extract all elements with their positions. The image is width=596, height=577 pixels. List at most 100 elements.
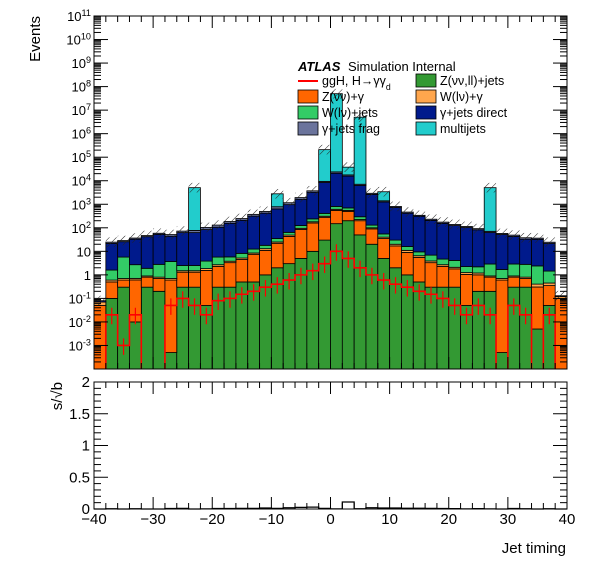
stack-bar: [495, 234, 509, 270]
x-tick-label: −40: [81, 511, 106, 528]
stack-bar: [554, 297, 567, 369]
uncertainty-band: [448, 219, 461, 230]
y-tick-label: 1010: [66, 32, 91, 48]
uncertainty-band: [436, 217, 449, 227]
stack-bar: [519, 278, 532, 288]
stack-bar: [424, 262, 438, 288]
legend-label: Z(νν,ll)+jets: [440, 74, 504, 88]
stack-bar: [235, 252, 249, 259]
stack-bar: [389, 207, 402, 241]
stack-bar: [176, 271, 190, 288]
ratio-x-axis: −40 −30 −20 −10 0 10 20 30 40: [81, 382, 575, 528]
ratio-y-tick-label: 1.5: [69, 406, 90, 423]
stack-bar: [389, 239, 402, 245]
stack-bar: [531, 265, 544, 285]
y-tick-label: 1011: [67, 8, 91, 24]
ratio-y-tick-label: 0.5: [69, 469, 90, 486]
stack-bar: [140, 267, 154, 277]
stack-bar: [495, 269, 509, 279]
stack-bar: [377, 233, 391, 238]
uncertainty-band: [543, 237, 556, 247]
stack-bar: [436, 258, 450, 266]
stack-bar: [188, 271, 201, 288]
stack-bar: [211, 265, 225, 288]
uncertainty-band: [460, 221, 473, 232]
uncertainty-band: [472, 223, 485, 234]
top-x-ticks: [93, 16, 568, 369]
stack-bar: [460, 273, 473, 306]
stack-bar: [330, 209, 343, 225]
stack-bar: [377, 238, 391, 259]
legend-label: W(lν)+jets: [322, 106, 378, 120]
uncertainty-band: [484, 182, 497, 193]
x-tick-label: 30: [500, 511, 517, 528]
stack-bar: [389, 245, 402, 269]
legend-entry: W(lν)+γ: [415, 89, 483, 104]
uncertainty-band: [365, 188, 378, 199]
legend-entry: multijets: [415, 121, 486, 136]
y-tick-label: 103: [71, 196, 91, 212]
stack-bar: [188, 265, 201, 272]
uncertainty-band: [330, 88, 343, 99]
stack-bar: [436, 222, 450, 260]
stack-bar: [330, 206, 343, 210]
stack-bar: [531, 238, 544, 267]
uncertainty-band: [531, 233, 544, 243]
uncertainty-hatch: [94, 88, 567, 306]
stack-bar: [164, 279, 178, 353]
stack-bar: [519, 286, 532, 369]
signal-histogram: [105, 250, 556, 369]
legend: ggH, H→γγd Z(νν,ll)+jets Z(νν)+γ W(lν)+γ W(l…: [297, 73, 508, 136]
uncertainty-band: [129, 233, 142, 243]
stack-bar: [176, 232, 190, 266]
stack-bar: [259, 249, 272, 276]
stack-bar: [270, 242, 284, 269]
uncertainty-band: [176, 226, 189, 236]
x-tick-label: −30: [140, 511, 165, 528]
stack-bar: [200, 229, 213, 262]
stack-bar: [306, 218, 320, 223]
stack-bar: [247, 248, 260, 254]
stack-bar: [164, 352, 178, 369]
stack-bar: [200, 260, 213, 269]
stack-bar: [140, 286, 154, 369]
uncertainty-band: [354, 112, 366, 123]
stack-bar: [424, 219, 438, 256]
ratio-y-tick-label: 0: [82, 501, 90, 518]
stack-bar: [129, 321, 142, 369]
stack-bar: [235, 259, 249, 283]
uncertainty-band: [283, 197, 296, 208]
stack-bar: [330, 172, 343, 207]
stack-bar: [365, 228, 379, 245]
uncertainty-band: [105, 237, 118, 247]
stack-bar: [117, 256, 130, 279]
uncertainty-band: [271, 188, 284, 199]
stack-bar: [424, 254, 438, 262]
stack-bar: [164, 235, 178, 262]
stack-bar: [282, 204, 296, 233]
stack-bar: [353, 216, 367, 220]
stack-bar: [306, 222, 320, 252]
stack-bar: [365, 193, 379, 226]
stack-bar: [223, 262, 237, 288]
stack-bar: [448, 268, 461, 288]
stack-bar: [531, 328, 544, 369]
stack-bar: [318, 216, 331, 241]
uncertainty-band: [141, 230, 154, 241]
uncertainty-band: [318, 144, 331, 155]
ratio-y-tick-label: 2: [82, 374, 90, 391]
stack-bar: [460, 266, 473, 273]
x-axis-title: Jet timing: [502, 540, 566, 557]
legend-label: multijets: [440, 122, 486, 136]
stack-bar: [152, 263, 166, 278]
stack-bar: [401, 252, 414, 276]
stack-bar: [129, 238, 142, 266]
legend-label: Z(νν)+γ: [322, 90, 365, 104]
stack-bar: [259, 244, 272, 250]
y-tick-label: 107: [71, 102, 91, 118]
stack-bar: [353, 220, 367, 236]
stack-bar: [294, 229, 308, 259]
stack-bar: [294, 225, 308, 229]
legend-entry: γ+jets frag: [297, 121, 380, 136]
ratio-y-tick-label: 1: [82, 438, 90, 455]
